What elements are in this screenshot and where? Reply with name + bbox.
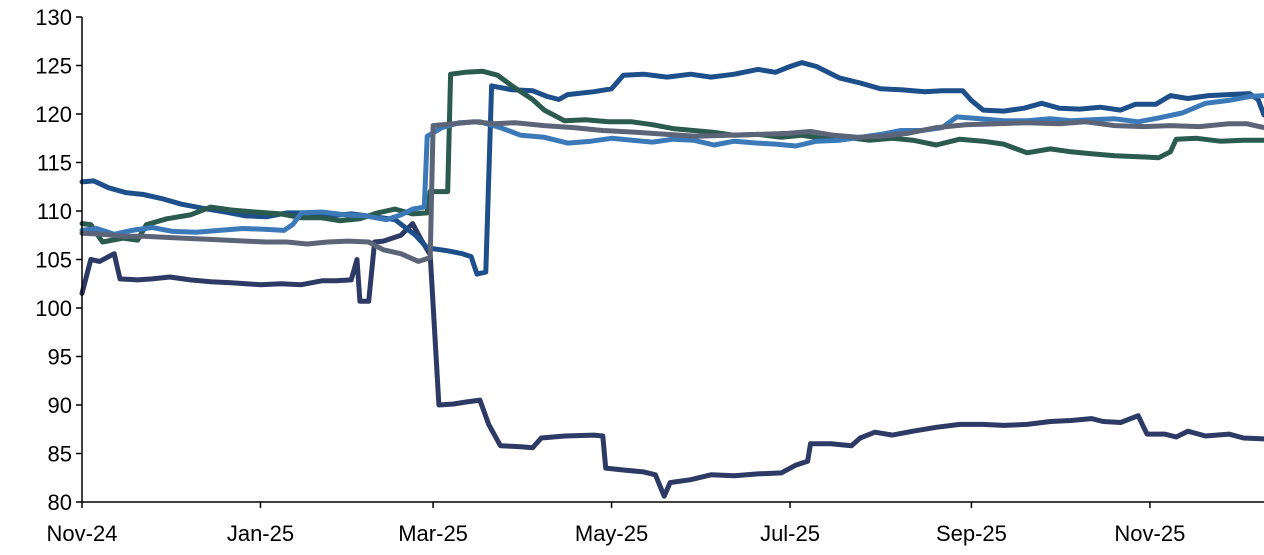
x-tick-label: Nov-24	[47, 521, 118, 546]
y-tick-label: 100	[35, 296, 72, 321]
series-line-1	[79, 221, 1264, 499]
x-tick-label: May-25	[575, 521, 648, 546]
series-line-5	[79, 119, 1264, 264]
y-tick-label: 125	[35, 54, 72, 79]
y-tick-label: 130	[35, 5, 72, 30]
series-line-3	[79, 68, 1264, 245]
series-line-4	[79, 93, 1264, 237]
x-tick-label: Jan-25	[227, 521, 294, 546]
y-axis-ticks: 80 85 90 95 100 105 110 115 120 125 130	[35, 5, 82, 515]
x-axis-ticks: Nov-24 Jan-25 Mar-25 May-25 Jul-25 Sep-25 Nov-…	[47, 502, 1185, 546]
x-tick-label: Mar-25	[398, 521, 468, 546]
y-tick-label: 80	[48, 490, 72, 515]
y-tick-label: 110	[37, 199, 72, 224]
x-tick-label: Jul-25	[760, 521, 820, 546]
y-tick-label: 115	[37, 151, 72, 176]
y-tick-label: 120	[35, 102, 72, 127]
y-tick-label: 90	[48, 393, 72, 418]
series-layer	[79, 60, 1264, 499]
y-tick-label: 85	[48, 442, 72, 467]
y-tick-label: 95	[48, 345, 72, 370]
series-line-2	[79, 60, 1264, 277]
x-tick-label: Sep-25	[936, 521, 1007, 546]
x-tick-label: Nov-25	[1114, 521, 1185, 546]
y-tick-label: 105	[35, 248, 72, 273]
